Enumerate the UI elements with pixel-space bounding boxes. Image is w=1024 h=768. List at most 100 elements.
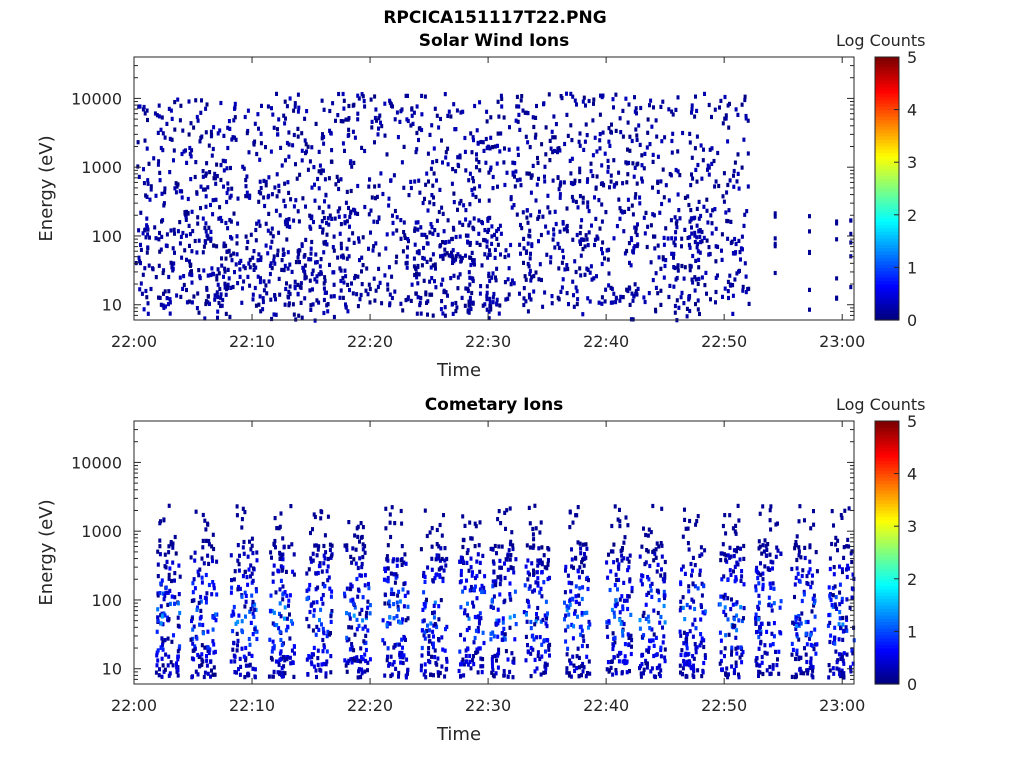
heatmap-cell xyxy=(719,638,723,643)
heatmap-cell xyxy=(504,248,508,253)
heatmap-cell xyxy=(735,179,739,184)
heatmap-cell xyxy=(606,575,610,580)
heatmap-cell xyxy=(403,552,407,557)
heatmap-cell xyxy=(716,273,719,278)
heatmap-cell xyxy=(341,119,345,124)
heatmap-cell xyxy=(419,663,423,669)
heatmap-cell xyxy=(735,271,739,276)
heatmap-cell xyxy=(355,292,359,297)
heatmap-cell xyxy=(185,233,188,238)
heatmap-cell xyxy=(506,567,510,572)
heatmap-cell xyxy=(358,297,362,302)
heatmap-cell xyxy=(195,306,199,311)
heatmap-cell xyxy=(177,563,181,568)
heatmap-cell xyxy=(621,629,624,634)
heatmap-cell xyxy=(360,573,363,578)
heatmap-cell xyxy=(287,217,291,222)
heatmap-cell xyxy=(812,509,815,514)
heatmap-cell xyxy=(217,300,221,306)
heatmap-cell xyxy=(851,661,855,666)
heatmap-cell xyxy=(638,195,642,200)
heatmap-cell xyxy=(697,257,701,262)
heatmap-cell xyxy=(441,160,444,165)
heatmap-cell xyxy=(743,261,747,266)
heatmap-cell xyxy=(312,165,316,170)
heatmap-cell xyxy=(342,106,346,111)
heatmap-cell xyxy=(582,665,586,670)
heatmap-cell xyxy=(322,215,326,221)
heatmap-cell xyxy=(470,573,474,578)
heatmap-cell xyxy=(494,275,497,280)
heatmap-cell xyxy=(286,221,289,226)
heatmap-cell xyxy=(449,254,453,259)
heatmap-cell xyxy=(631,298,635,303)
heatmap-cell xyxy=(248,662,252,667)
heatmap-cell xyxy=(546,546,550,551)
heatmap-cell xyxy=(204,229,208,234)
heatmap-cell xyxy=(258,157,262,162)
heatmap-cell xyxy=(257,189,261,195)
heatmap-cell xyxy=(360,534,364,540)
heatmap-cell xyxy=(679,581,683,587)
colorbar-segment xyxy=(875,93,899,98)
heatmap-cell xyxy=(288,612,291,617)
heatmap-cell xyxy=(327,575,331,580)
heatmap-cell xyxy=(757,546,761,551)
heatmap-cell xyxy=(400,562,404,567)
heatmap-cell xyxy=(527,505,531,510)
heatmap-cell xyxy=(479,664,483,669)
heatmap-cell xyxy=(276,252,280,258)
heatmap-cell xyxy=(660,506,664,511)
heatmap-cell xyxy=(677,305,681,310)
heatmap-cell xyxy=(513,161,517,166)
heatmap-cell xyxy=(246,274,250,279)
heatmap-cell xyxy=(537,239,540,244)
heatmap-cell xyxy=(687,584,691,589)
heatmap-cell xyxy=(702,147,705,152)
colorbar-tick-label: 2 xyxy=(907,570,917,589)
heatmap-cell xyxy=(433,228,437,233)
heatmap-cell xyxy=(387,203,391,208)
heatmap-cell xyxy=(660,201,664,207)
heatmap-cell xyxy=(463,135,467,141)
heatmap-cell xyxy=(615,577,619,583)
heatmap-cell xyxy=(206,629,210,634)
colorbar-segment xyxy=(875,532,899,537)
heatmap-cell xyxy=(200,556,204,561)
heatmap-cell xyxy=(171,246,175,251)
heatmap-cell xyxy=(309,216,313,221)
heatmap-cell xyxy=(332,234,336,239)
heatmap-cell xyxy=(732,569,735,574)
heatmap-cell xyxy=(252,614,256,619)
heatmap-cell xyxy=(734,646,738,651)
heatmap-cell xyxy=(226,249,230,254)
heatmap-cell xyxy=(395,642,399,647)
heatmap-cell xyxy=(800,598,804,604)
heatmap-cell xyxy=(284,116,287,121)
heatmap-cell xyxy=(267,279,271,284)
heatmap-cell xyxy=(581,542,585,547)
heatmap-cell xyxy=(572,565,575,570)
heatmap-cell xyxy=(756,576,760,581)
heatmap-cell xyxy=(246,673,250,678)
heatmap-cell xyxy=(697,276,701,281)
heatmap-cell xyxy=(687,589,691,594)
colorbar-segment xyxy=(875,680,899,685)
heatmap-cell xyxy=(443,252,447,257)
heatmap-cell xyxy=(251,666,255,671)
heatmap-cell xyxy=(203,518,207,523)
heatmap-cell xyxy=(418,190,422,195)
heatmap-cell xyxy=(618,650,622,656)
heatmap-cell xyxy=(314,260,317,265)
colorbar-segment xyxy=(875,254,899,259)
colorbar-segment xyxy=(875,624,899,629)
heatmap-cell xyxy=(230,258,234,263)
heatmap-cell xyxy=(189,121,193,126)
heatmap-cell xyxy=(263,203,267,209)
heatmap-cell xyxy=(467,223,471,228)
heatmap-cell xyxy=(682,662,686,667)
heatmap-cell xyxy=(353,211,357,216)
heatmap-cell xyxy=(746,287,750,292)
heatmap-cell xyxy=(541,304,545,309)
heatmap-cell xyxy=(459,568,463,574)
